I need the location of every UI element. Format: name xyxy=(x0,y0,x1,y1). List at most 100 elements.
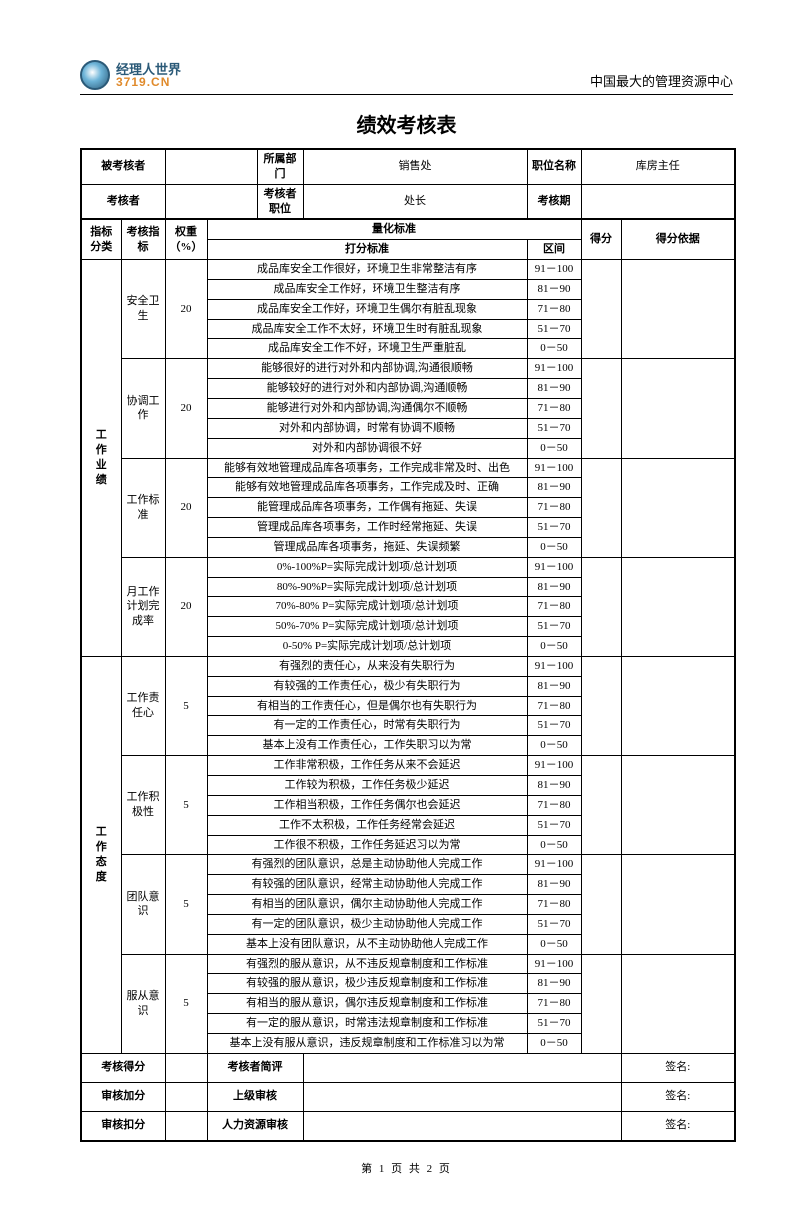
basis-cell[interactable] xyxy=(621,855,735,954)
th-basis: 得分依据 xyxy=(621,219,735,259)
criterion-cell: 能够有效地管理成品库各项事务，工作完成及时、正确 xyxy=(207,478,527,498)
score-cell[interactable] xyxy=(581,954,621,1053)
range-cell: 91－100 xyxy=(527,954,581,974)
score-cell[interactable] xyxy=(581,359,621,458)
category-cell: 工作业绩 xyxy=(81,260,121,657)
indicator-cell: 工作标准 xyxy=(121,458,165,557)
range-cell: 0－50 xyxy=(527,736,581,756)
range-cell: 91－100 xyxy=(527,557,581,577)
examiner-value[interactable] xyxy=(165,184,257,219)
examinee-value[interactable] xyxy=(165,149,257,184)
criterion-cell: 工作不太积极，工作任务经常会延迟 xyxy=(207,815,527,835)
basis-cell[interactable] xyxy=(621,954,735,1053)
range-cell: 0－50 xyxy=(527,339,581,359)
category-cell: 工作态度 xyxy=(81,656,121,1053)
weight-cell: 5 xyxy=(165,756,207,855)
hr-review-label: 人力资源审核 xyxy=(207,1111,303,1141)
criterion-cell: 能够较好的进行对外和内部协调,沟通顺畅 xyxy=(207,379,527,399)
sign-1[interactable]: 签名: xyxy=(621,1053,735,1082)
score-cell[interactable] xyxy=(581,260,621,359)
indicator-cell: 服从意识 xyxy=(121,954,165,1053)
basis-cell[interactable] xyxy=(621,557,735,656)
range-cell: 91－100 xyxy=(527,458,581,478)
criterion-cell: 有较强的团队意识，经常主动协助他人完成工作 xyxy=(207,875,527,895)
criterion-cell: 有较强的工作责任心，极少有失职行为 xyxy=(207,676,527,696)
range-cell: 0－50 xyxy=(527,438,581,458)
range-cell: 91－100 xyxy=(527,656,581,676)
range-cell: 71－80 xyxy=(527,795,581,815)
th-weight: 权重（%） xyxy=(165,219,207,259)
basis-cell[interactable] xyxy=(621,458,735,557)
range-cell: 81－90 xyxy=(527,676,581,696)
criterion-cell: 有较强的服从意识，极少违反规章制度和工作标准 xyxy=(207,974,527,994)
bonus-label: 审核加分 xyxy=(81,1082,165,1111)
criterion-cell: 对外和内部协调，时常有协调不顺畅 xyxy=(207,418,527,438)
basis-cell[interactable] xyxy=(621,656,735,755)
criterion-cell: 有相当的团队意识，偶尔主动协助他人完成工作 xyxy=(207,895,527,915)
range-cell: 91－100 xyxy=(527,260,581,280)
range-cell: 71－80 xyxy=(527,696,581,716)
range-cell: 0－50 xyxy=(527,934,581,954)
score-cell[interactable] xyxy=(581,557,621,656)
examiner-pos-value: 处长 xyxy=(303,184,527,219)
criterion-cell: 能够有效地管理成品库各项事务，工作完成非常及时、出色 xyxy=(207,458,527,478)
position-value: 库房主任 xyxy=(581,149,735,184)
page-title: 绩效考核表 xyxy=(80,109,733,138)
score-cell[interactable] xyxy=(581,855,621,954)
indicator-cell: 月工作计划完成率 xyxy=(121,557,165,656)
score-cell[interactable] xyxy=(581,756,621,855)
range-cell: 71－80 xyxy=(527,498,581,518)
range-cell: 51－70 xyxy=(527,914,581,934)
logo: 经理人世界 3719.CN xyxy=(80,60,181,90)
examiner-comment-value[interactable] xyxy=(303,1053,621,1082)
criterion-cell: 有相当的工作责任心，但是偶尔也有失职行为 xyxy=(207,696,527,716)
range-cell: 81－90 xyxy=(527,974,581,994)
score-cell[interactable] xyxy=(581,656,621,755)
range-cell: 81－90 xyxy=(527,776,581,796)
basis-cell[interactable] xyxy=(621,756,735,855)
criterion-cell: 70%-80% P=实际完成计划项/总计划项 xyxy=(207,597,527,617)
examiner-label: 考核者 xyxy=(81,184,165,219)
th-category: 指标分类 xyxy=(81,219,121,259)
examinee-label: 被考核者 xyxy=(81,149,165,184)
criterion-cell: 有一定的服从意识，时常违法规章制度和工作标准 xyxy=(207,1014,527,1034)
superior-review-value[interactable] xyxy=(303,1082,621,1111)
criterion-cell: 工作相当积极，工作任务偶尔也会延迟 xyxy=(207,795,527,815)
criterion-cell: 成品库安全工作不太好，环境卫生时有脏乱现象 xyxy=(207,319,527,339)
criterion-cell: 成品库安全工作好，环境卫生整洁有序 xyxy=(207,279,527,299)
range-cell: 81－90 xyxy=(527,478,581,498)
indicator-cell: 安全卫生 xyxy=(121,260,165,359)
range-cell: 0－50 xyxy=(527,835,581,855)
range-cell: 51－70 xyxy=(527,716,581,736)
sign-2[interactable]: 签名: xyxy=(621,1082,735,1111)
th-quant: 量化标准 xyxy=(207,219,581,239)
criterion-cell: 对外和内部协调很不好 xyxy=(207,438,527,458)
logo-text-cn: 经理人世界 xyxy=(116,63,181,76)
range-cell: 81－90 xyxy=(527,577,581,597)
examiner-pos-label: 考核者职位 xyxy=(257,184,303,219)
criterion-cell: 成品库安全工作不好，环境卫生严重脏乱 xyxy=(207,339,527,359)
criterion-cell: 工作非常积极，工作任务从来不会延迟 xyxy=(207,756,527,776)
page-header: 经理人世界 3719.CN 中国最大的管理资源中心 xyxy=(80,60,733,95)
score-cell[interactable] xyxy=(581,458,621,557)
period-value[interactable] xyxy=(581,184,735,219)
criterion-cell: 工作较为积极，工作任务极少延迟 xyxy=(207,776,527,796)
indicator-cell: 工作积极性 xyxy=(121,756,165,855)
indicator-cell: 协调工作 xyxy=(121,359,165,458)
criterion-cell: 管理成品库各项事务，拖延、失误频繁 xyxy=(207,537,527,557)
total-score-value[interactable] xyxy=(165,1053,207,1082)
deduct-value[interactable] xyxy=(165,1111,207,1141)
range-cell: 51－70 xyxy=(527,815,581,835)
criterion-cell: 80%-90%P=实际完成计划项/总计划项 xyxy=(207,577,527,597)
criterion-cell: 有相当的服从意识，偶尔违反规章制度和工作标准 xyxy=(207,994,527,1014)
weight-cell: 20 xyxy=(165,359,207,458)
bonus-value[interactable] xyxy=(165,1082,207,1111)
range-cell: 81－90 xyxy=(527,379,581,399)
basis-cell[interactable] xyxy=(621,260,735,359)
page-footer: 第 1 页 共 2 页 xyxy=(80,1160,733,1176)
range-cell: 71－80 xyxy=(527,398,581,418)
basis-cell[interactable] xyxy=(621,359,735,458)
hr-review-value[interactable] xyxy=(303,1111,621,1141)
sign-3[interactable]: 签名: xyxy=(621,1111,735,1141)
criterion-cell: 有强烈的责任心，从来没有失职行为 xyxy=(207,656,527,676)
